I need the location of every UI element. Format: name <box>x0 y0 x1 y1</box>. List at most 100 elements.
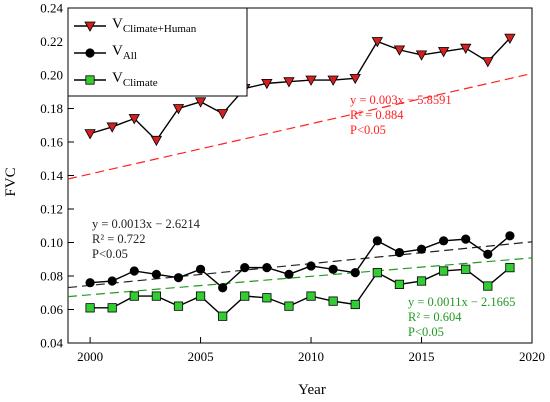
x-tick-label: 2005 <box>188 349 214 364</box>
data-point <box>306 261 316 271</box>
y-axis-label: FVC <box>3 167 19 196</box>
data-point <box>172 104 185 115</box>
trend-line-2 <box>67 257 533 298</box>
y-tick-label: 0.12 <box>40 202 63 217</box>
data-point <box>129 266 139 276</box>
x-tick-label: 2020 <box>519 349 545 364</box>
legend-marker <box>85 75 95 85</box>
data-point <box>371 37 384 48</box>
y-tick-label: 0.06 <box>40 302 63 317</box>
annotation-line: P<0.05 <box>350 123 386 137</box>
legend-label-sub: Climate+Human <box>123 23 197 35</box>
annotation-line: y = 0.0013x − 2.6214 <box>92 217 201 231</box>
data-point <box>150 135 163 147</box>
legend-label: VClimate+Human <box>112 16 197 35</box>
x-tick-label: 2010 <box>298 349 324 364</box>
data-point <box>350 299 360 310</box>
data-point <box>305 75 317 86</box>
annotation-line: R² = 0.722 <box>92 232 146 246</box>
annotation-line: P<0.05 <box>408 325 444 339</box>
data-point <box>85 303 95 313</box>
data-point <box>262 263 272 273</box>
data-point <box>216 109 229 120</box>
legend-label-main: V <box>112 16 123 32</box>
data-point <box>128 114 140 125</box>
data-point <box>416 276 427 286</box>
data-point <box>173 273 184 283</box>
legend-item-2: VClimate <box>74 70 158 89</box>
axes: 0.04 0.06 0.08 0.10 0.12 0.14 0.16 0.18 0.20 0.22… <box>40 1 545 365</box>
x-axis-label: Year <box>298 382 326 398</box>
legend-marker <box>84 21 96 32</box>
data-point <box>461 234 471 244</box>
data-point <box>415 50 428 61</box>
data-point <box>416 244 427 254</box>
legend-item-1: VAll <box>74 43 137 62</box>
y-tick-label: 0.16 <box>40 135 63 150</box>
y-tick-label: 0.10 <box>40 235 63 250</box>
data-point <box>195 264 206 274</box>
annotation-line: y = 0.003x − 5.8591 <box>350 93 452 107</box>
y-tick-label: 0.22 <box>40 34 63 49</box>
y-tick-label: 0.20 <box>40 68 63 83</box>
data-point <box>439 266 449 276</box>
annotation-line: P<0.05 <box>92 247 128 261</box>
data-point <box>194 97 207 108</box>
y-tick-label: 0.18 <box>40 101 63 116</box>
trend-lines <box>67 72 533 298</box>
data-point <box>195 291 206 301</box>
trend-line-1 <box>67 241 533 289</box>
legend-label-sub: Climate <box>123 77 158 89</box>
y-tick-label: 0.04 <box>40 336 63 351</box>
data-point <box>107 303 117 313</box>
y-tick-label: 0.08 <box>40 269 63 284</box>
data-point <box>505 263 515 273</box>
data-point <box>349 73 361 85</box>
data-point <box>84 129 96 140</box>
data-point <box>284 301 294 311</box>
data-point <box>262 293 272 303</box>
data-point <box>151 291 161 301</box>
data-point <box>504 33 516 44</box>
data-point <box>460 43 472 55</box>
legend-label-main: V <box>112 70 123 86</box>
trend-line-0 <box>67 72 533 180</box>
data-point <box>437 47 450 58</box>
data-point <box>461 264 471 274</box>
data-point <box>283 77 295 88</box>
data-point <box>106 122 118 133</box>
data-point <box>218 311 228 321</box>
data-point <box>129 291 139 301</box>
data-point <box>483 281 493 291</box>
annotation-line: R² = 0.884 <box>350 108 404 122</box>
data-point <box>372 236 382 246</box>
data-point <box>240 291 250 301</box>
legend-label: VAll <box>112 43 137 62</box>
data-series <box>84 33 516 321</box>
series-2 <box>85 263 515 321</box>
data-point <box>394 247 405 258</box>
annotation-line: R² = 0.604 <box>408 310 462 324</box>
data-point <box>372 268 382 278</box>
legend-label: VClimate <box>112 70 158 89</box>
data-point <box>85 278 95 288</box>
data-point <box>483 249 493 259</box>
data-point <box>218 283 228 293</box>
data-point <box>328 296 338 306</box>
legend-label-sub: All <box>123 50 137 62</box>
data-point <box>173 301 184 311</box>
data-point <box>284 269 294 279</box>
data-point <box>306 291 316 301</box>
data-point <box>151 269 161 279</box>
annotation-line: y = 0.0011x − 2.1665 <box>408 295 515 309</box>
legend-item-0: VClimate+Human <box>74 16 197 35</box>
data-point <box>261 78 273 90</box>
data-point <box>393 45 406 56</box>
data-point <box>394 279 405 289</box>
series-1 <box>85 231 515 293</box>
data-point <box>482 57 494 68</box>
data-point <box>107 276 117 286</box>
